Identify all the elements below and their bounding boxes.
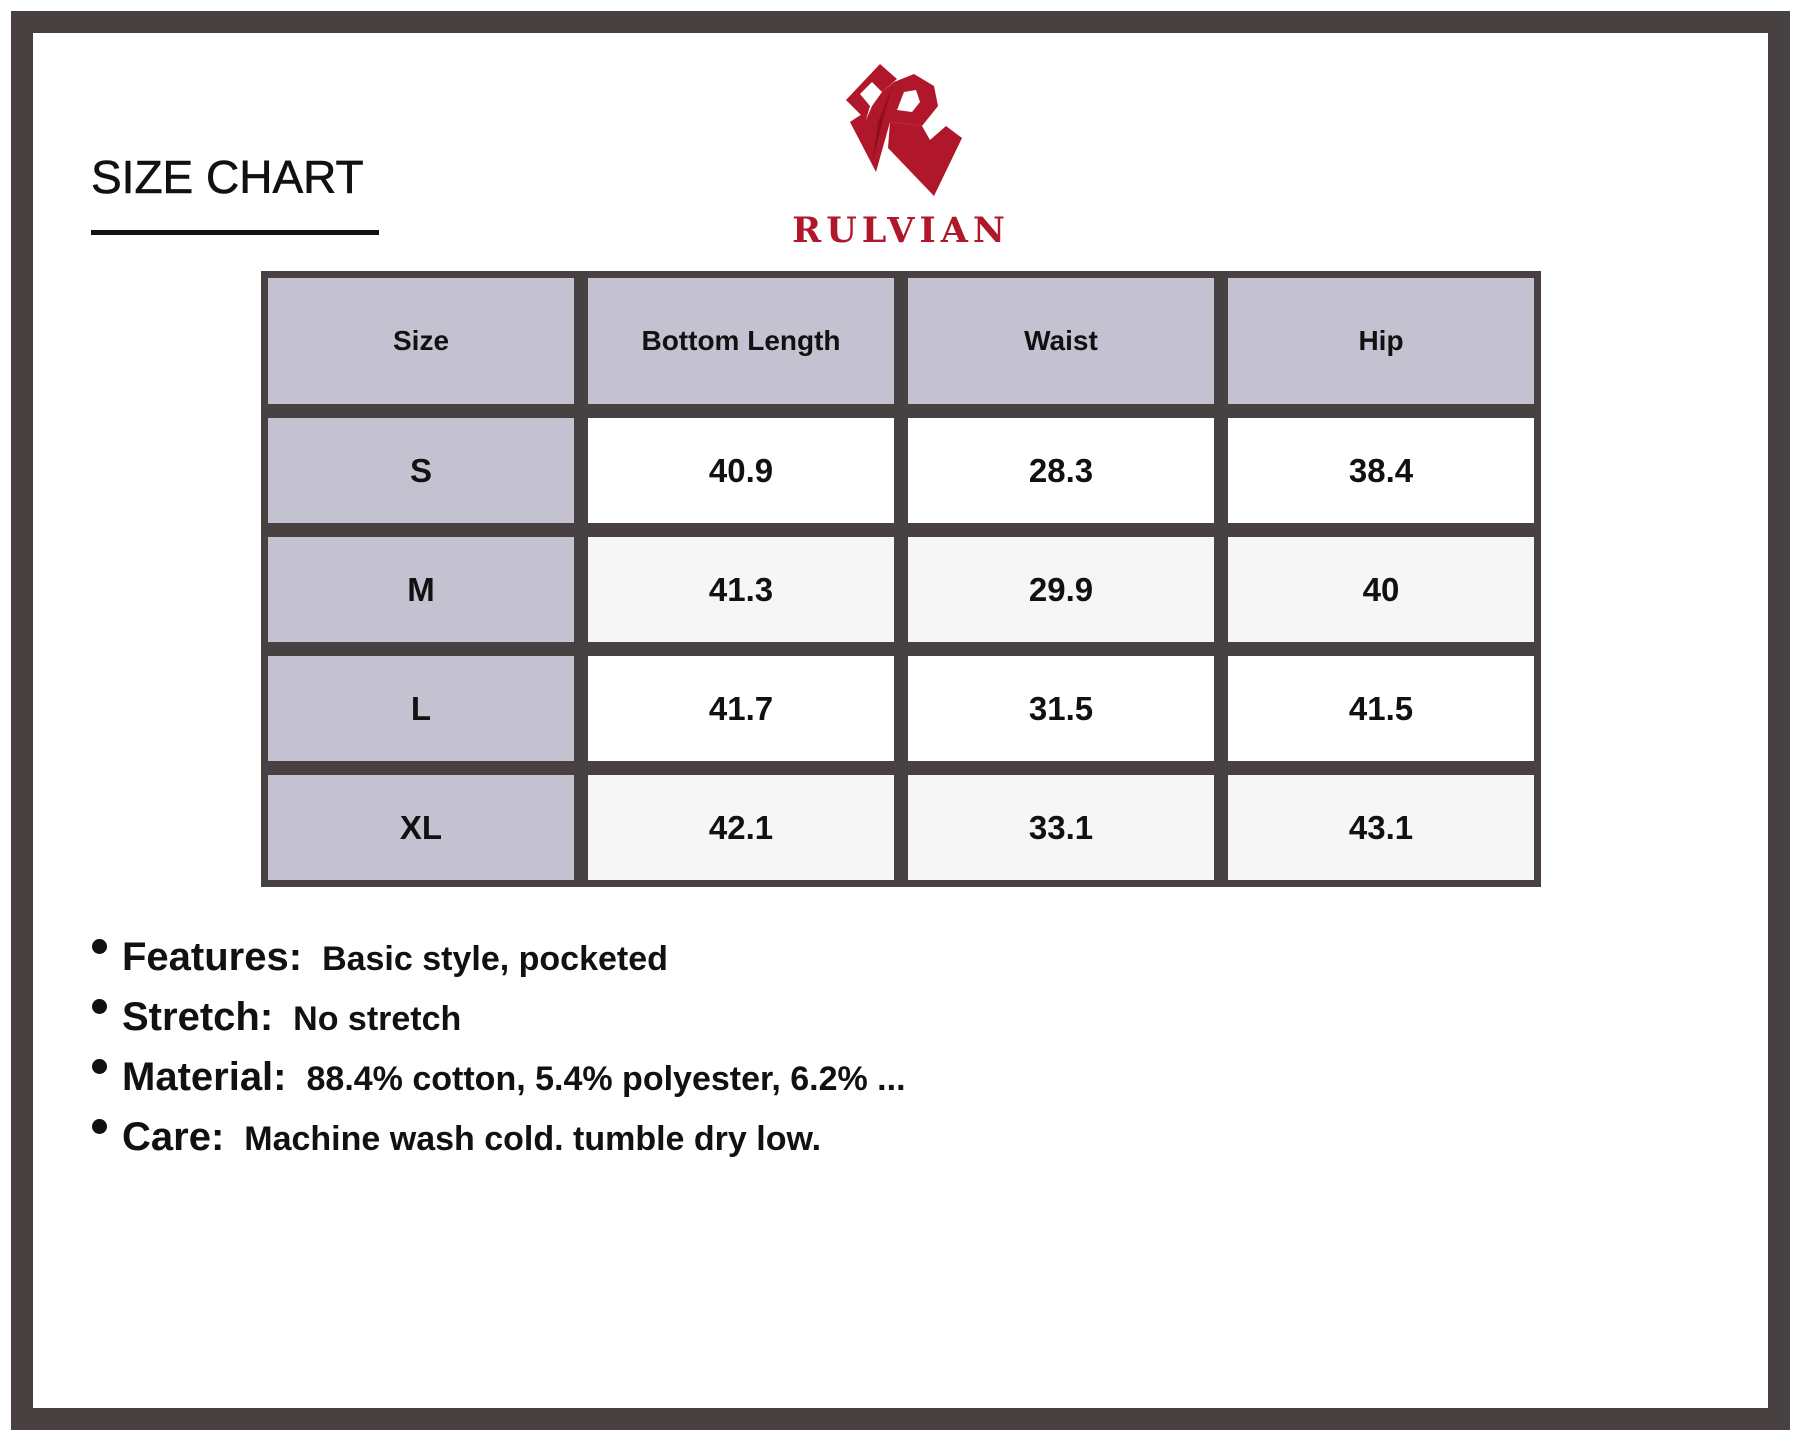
column-header-bottom-length: Bottom Length	[588, 278, 894, 404]
spec-stretch: Stretch: No stretch	[92, 995, 906, 1055]
stylized-r-logo-icon	[846, 64, 962, 196]
size-cell: XL	[268, 775, 574, 880]
table-cell: 40.9	[588, 418, 894, 523]
bullet-icon	[92, 1059, 107, 1074]
spec-material: Material: 88.4% cotton, 5.4% polyester, …	[92, 1055, 906, 1115]
table-cell: 41.3	[588, 537, 894, 642]
spec-label: Care:	[122, 1115, 225, 1159]
spec-label: Stretch:	[122, 995, 274, 1039]
spec-features: Features: Basic style, pocketed	[92, 935, 906, 995]
spec-value: Machine wash cold. tumble dry low.	[244, 1120, 822, 1158]
table-cell: 42.1	[588, 775, 894, 880]
size-cell: L	[268, 656, 574, 761]
product-specs: Features: Basic style, pocketed Stretch:…	[92, 935, 906, 1175]
title-underline	[91, 230, 379, 235]
table-cell: 41.5	[1228, 656, 1534, 761]
table-cell: 31.5	[908, 656, 1214, 761]
table-cell: 40	[1228, 537, 1534, 642]
size-cell: S	[268, 418, 574, 523]
bullet-icon	[92, 999, 107, 1014]
table-cell: 43.1	[1228, 775, 1534, 880]
column-header-hip: Hip	[1228, 278, 1534, 404]
brand-name: RULVIAN	[792, 210, 1010, 251]
size-table: Size Bottom Length Waist Hip S 40.9 28.3…	[261, 271, 1541, 887]
size-cell: M	[268, 537, 574, 642]
column-header-waist: Waist	[908, 278, 1214, 404]
spec-label: Features:	[122, 935, 303, 979]
page-title: SIZE CHART	[91, 151, 364, 204]
bullet-icon	[92, 939, 107, 954]
spec-value: 88.4% cotton, 5.4% polyester, 6.2% ...	[306, 1060, 906, 1098]
spec-care: Care: Machine wash cold. tumble dry low.	[92, 1115, 906, 1175]
column-header-size: Size	[268, 278, 574, 404]
brand-logo: RULVIAN	[780, 64, 1022, 251]
table-cell: 33.1	[908, 775, 1214, 880]
table-cell: 29.9	[908, 537, 1214, 642]
bullet-icon	[92, 1119, 107, 1134]
table-cell: 41.7	[588, 656, 894, 761]
table-cell: 38.4	[1228, 418, 1534, 523]
spec-label: Material:	[122, 1055, 287, 1099]
spec-value: Basic style, pocketed	[322, 940, 668, 978]
spec-value: No stretch	[293, 1000, 462, 1038]
table-cell: 28.3	[908, 418, 1214, 523]
